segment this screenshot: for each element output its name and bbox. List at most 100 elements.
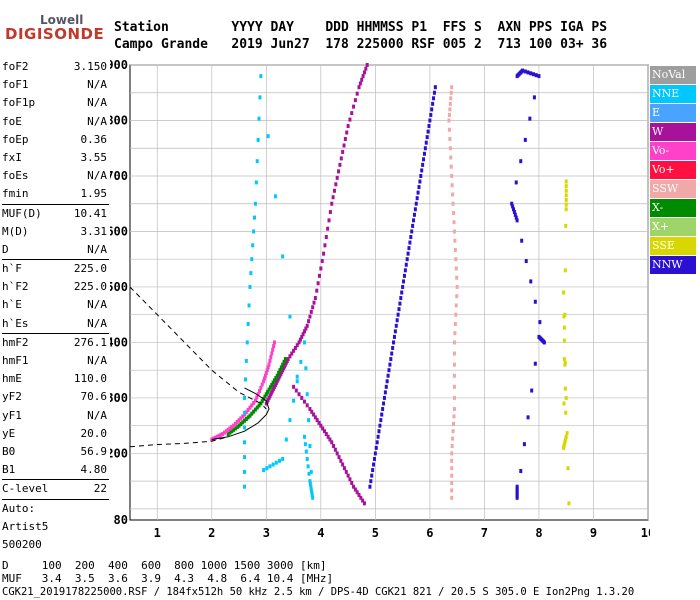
trace-point-ssw <box>452 340 456 345</box>
trace-point-nnw <box>369 479 373 484</box>
trace-point-x- <box>257 403 261 408</box>
param-row: hmE 110.0 <box>2 370 109 388</box>
logo-digisonde: DIGISONDE <box>5 25 105 43</box>
trace-point-nnw <box>382 401 386 406</box>
trace-point-ssw <box>452 220 456 225</box>
trace-point-nnw-far <box>524 259 528 264</box>
trace-point-nnw <box>423 146 427 151</box>
trace-point-nne <box>247 303 251 308</box>
trace-point-ssw <box>453 247 457 252</box>
trace-point-ssw <box>449 155 453 160</box>
trace-point-nnw <box>420 168 424 173</box>
param-name: hmF2 <box>2 335 29 349</box>
trace-point-x- <box>274 376 278 381</box>
trace-point-w2 <box>357 493 361 498</box>
param-row: M(D) 3.31 <box>2 223 109 241</box>
param-value: 3.150 <box>73 60 107 73</box>
trace-point-ssw <box>455 284 459 289</box>
trace-point-ssw <box>447 127 451 132</box>
param-name: foF1p <box>2 96 36 110</box>
trace-point-vo- <box>258 388 261 393</box>
param-row: fmin 1.95 <box>2 185 109 203</box>
trace-point-ssw <box>452 407 456 412</box>
param-value: N/A <box>87 316 107 330</box>
x-tick-label: 7 <box>481 526 488 540</box>
trace-point-nne <box>243 484 247 489</box>
trace-point-ssw <box>447 112 451 117</box>
y-tick-label: 700 <box>110 169 128 183</box>
trace-point-ssw <box>454 266 458 271</box>
trace-point-nne <box>295 379 299 384</box>
param-value: N/A <box>87 169 107 183</box>
trace-point-nne <box>308 479 312 484</box>
trace-point-nnw <box>432 96 436 101</box>
trace-point-nnw <box>421 162 425 167</box>
trace-point-sse <box>567 501 571 506</box>
trace-point-nnw-far <box>519 159 523 164</box>
legend-item-vo-: Vo- <box>650 142 696 160</box>
trace-point-w <box>295 343 299 348</box>
trace-point-w2 <box>342 466 346 471</box>
param-value: 0.36 <box>80 132 108 146</box>
trace-point-x- <box>266 389 270 394</box>
trace-point-nnw <box>396 312 400 317</box>
param-name: 500200 <box>2 537 42 551</box>
trace-point-nnw-far <box>515 484 519 489</box>
trace-point-vo- <box>272 340 276 345</box>
trace-point-x- <box>283 357 287 362</box>
param-name: foF2 <box>2 60 29 73</box>
trace-point-nne <box>310 493 314 498</box>
trace-point-nnw-far <box>529 279 533 284</box>
trace-point-ssw <box>450 488 454 493</box>
trace-point-vo- <box>253 398 257 403</box>
trace-point-nnw <box>408 240 412 245</box>
y-tick-label: 800 <box>110 113 128 127</box>
trace-point-w <box>352 104 356 109</box>
legend-item-sse: SSE <box>650 237 696 255</box>
param-value: N/A <box>87 298 107 312</box>
trace-point-x- <box>272 378 276 383</box>
trace-point-w <box>341 149 345 154</box>
trace-point-w <box>316 281 320 286</box>
param-row: C-level 22 <box>2 479 109 498</box>
trace-point-ssw <box>450 183 454 188</box>
trace-point-nnw <box>419 173 423 178</box>
trace-point-nnw-far <box>538 320 542 325</box>
param-value: 4.80 <box>80 463 108 477</box>
trace-point-w <box>298 337 302 342</box>
trace-point-w <box>292 348 296 353</box>
trace-point-nne <box>266 134 270 139</box>
trace-point-nne <box>305 392 309 397</box>
trace-point-w <box>342 143 346 148</box>
trace-point-x- <box>264 392 268 397</box>
trace-point-ssw <box>450 451 454 456</box>
trace-point-ssw <box>448 146 452 151</box>
trace-point-nne <box>281 254 285 259</box>
param-row: foE N/A <box>2 113 109 131</box>
header-values: Campo Grande 2019 Jun27 178 225000 RSF 0… <box>114 37 608 52</box>
trace-point-nnw <box>372 456 376 461</box>
trace-point-w <box>331 195 335 200</box>
trace-point-w2 <box>350 481 354 486</box>
trace-point-w <box>313 296 317 301</box>
trace-point-nnw <box>384 384 388 389</box>
param-row: Auto: <box>2 498 109 518</box>
trace-point-nnw <box>422 151 426 156</box>
param-value: 10.41 <box>73 206 107 220</box>
trace-point-nnw-far <box>537 74 541 79</box>
trace-point-nnw-far <box>510 201 514 206</box>
trace-point-sse <box>563 268 567 273</box>
trace-point-w <box>315 288 319 293</box>
trace-point-w2 <box>328 437 332 442</box>
trace-point-vo- <box>221 431 225 436</box>
trace-point-nne <box>265 466 269 471</box>
trace-point-nne <box>257 116 261 121</box>
trace-point-x- <box>226 431 230 436</box>
trace-point-ssw <box>451 192 455 197</box>
header-labels: Station YYYY DAY DDD HHMMSS P1 FFS S AXN… <box>114 20 608 35</box>
param-name: M(D) <box>2 224 29 238</box>
trace-point-x- <box>243 418 247 423</box>
param-row: yE 20.0 <box>2 425 109 443</box>
trace-point-w <box>302 329 306 334</box>
trace-point-w <box>337 169 341 174</box>
